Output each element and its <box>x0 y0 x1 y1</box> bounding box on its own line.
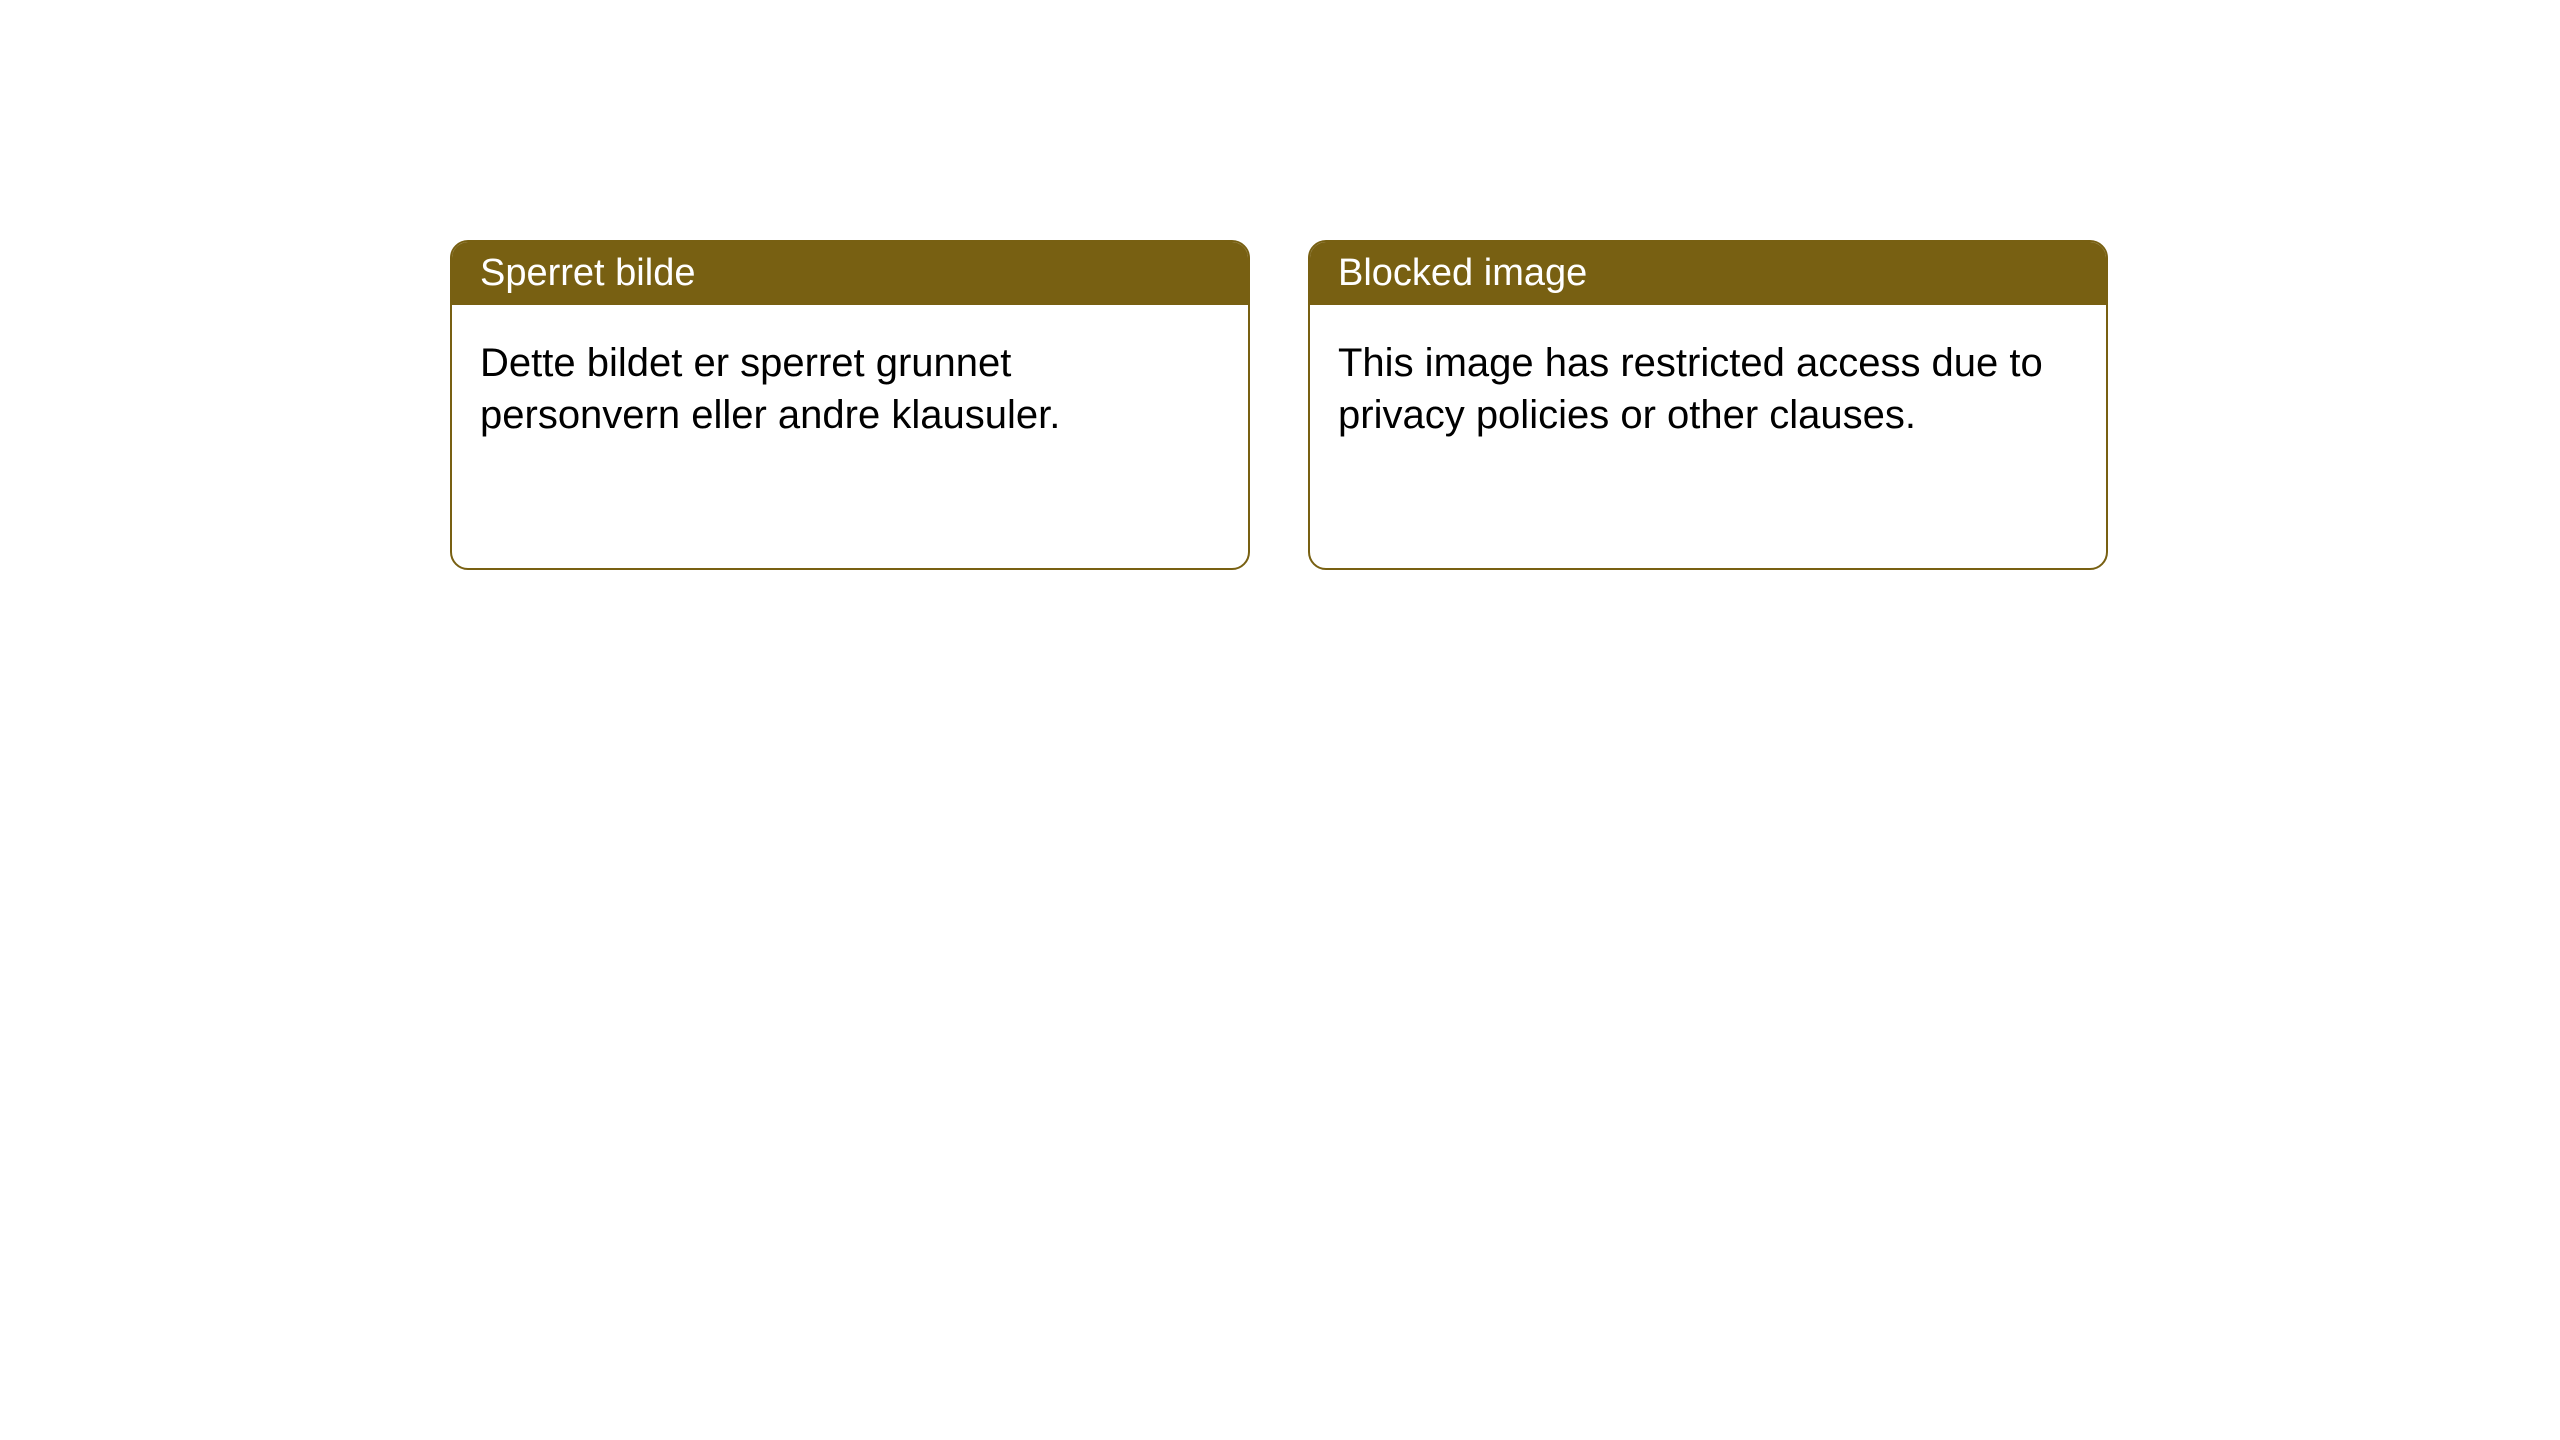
notice-text: Dette bildet er sperret grunnet personve… <box>480 341 1060 437</box>
notice-header: Sperret bilde <box>452 242 1248 305</box>
notice-text: This image has restricted access due to … <box>1338 341 2043 437</box>
notice-box-norwegian: Sperret bilde Dette bildet er sperret gr… <box>450 240 1250 570</box>
notice-title: Sperret bilde <box>480 252 695 294</box>
notice-body: Dette bildet er sperret grunnet personve… <box>452 305 1248 473</box>
notice-body: This image has restricted access due to … <box>1310 305 2106 473</box>
notice-header: Blocked image <box>1310 242 2106 305</box>
notice-title: Blocked image <box>1338 252 1587 294</box>
notice-container: Sperret bilde Dette bildet er sperret gr… <box>450 240 2108 570</box>
notice-box-english: Blocked image This image has restricted … <box>1308 240 2108 570</box>
